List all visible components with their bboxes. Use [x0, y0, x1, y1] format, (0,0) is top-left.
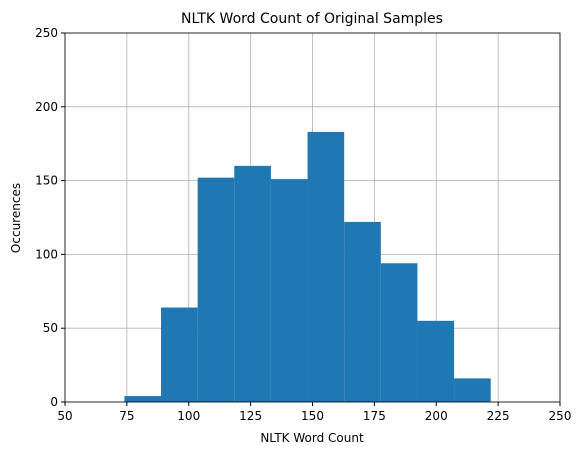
x-tick-label: 175 [363, 409, 386, 423]
y-tick-label: 250 [35, 26, 58, 40]
y-tick-label: 0 [50, 395, 58, 409]
bar [454, 378, 491, 402]
x-tick-label: 200 [425, 409, 448, 423]
bar [197, 177, 235, 402]
y-tick-label: 200 [35, 100, 58, 114]
y-axis-label: Occurences [9, 183, 23, 253]
bar [380, 263, 418, 402]
x-tick-label: 250 [549, 409, 572, 423]
bar [124, 396, 162, 402]
x-tick-label: 50 [57, 409, 72, 423]
bar [307, 131, 345, 402]
bar [234, 165, 271, 402]
y-tick-label: 50 [43, 321, 58, 335]
x-tick-label: 150 [301, 409, 324, 423]
x-tick-label: 75 [119, 409, 134, 423]
x-axis-label: NLTK Word Count [260, 431, 364, 445]
plot-frame [64, 32, 561, 403]
bars [124, 131, 491, 402]
chart-title: NLTK Word Count of Original Samples [181, 11, 443, 27]
y-tick-label: 150 [35, 174, 58, 188]
bar [161, 307, 198, 402]
y-tick-label: 100 [35, 247, 58, 261]
x-tick-label: 225 [487, 409, 510, 423]
x-tick-label: 125 [239, 409, 262, 423]
x-tick-label: 100 [177, 409, 200, 423]
bar [344, 221, 381, 402]
bar [270, 179, 308, 402]
bar [417, 320, 455, 402]
